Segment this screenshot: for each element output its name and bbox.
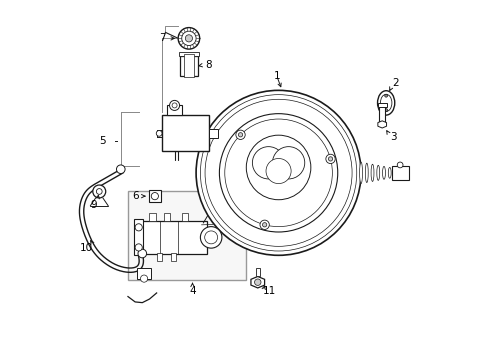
- Circle shape: [384, 109, 387, 112]
- Circle shape: [178, 28, 199, 49]
- Text: 4: 4: [189, 286, 195, 296]
- Bar: [182, 213, 188, 221]
- Ellipse shape: [377, 91, 394, 115]
- Circle shape: [265, 158, 290, 184]
- Circle shape: [93, 185, 105, 198]
- Circle shape: [200, 226, 222, 248]
- Bar: [149, 190, 160, 202]
- Ellipse shape: [370, 164, 373, 181]
- Bar: [163, 213, 170, 221]
- Bar: [156, 253, 162, 261]
- Bar: [167, 105, 182, 116]
- Bar: [171, 253, 176, 261]
- Bar: [179, 52, 199, 56]
- Bar: [255, 267, 260, 276]
- Ellipse shape: [365, 163, 367, 183]
- Circle shape: [135, 244, 142, 251]
- Circle shape: [135, 224, 142, 231]
- Bar: [377, 103, 386, 107]
- Circle shape: [185, 35, 192, 42]
- Polygon shape: [377, 121, 386, 128]
- Bar: [180, 56, 198, 76]
- Text: 7: 7: [159, 33, 165, 43]
- Text: 11: 11: [263, 286, 276, 296]
- Circle shape: [325, 154, 334, 163]
- Ellipse shape: [380, 94, 391, 112]
- Circle shape: [396, 162, 402, 168]
- Ellipse shape: [387, 167, 390, 178]
- Circle shape: [272, 147, 304, 179]
- Circle shape: [156, 131, 162, 136]
- Bar: [378, 107, 385, 125]
- Bar: [128, 191, 246, 280]
- Circle shape: [262, 222, 266, 227]
- Circle shape: [328, 157, 332, 161]
- Ellipse shape: [382, 166, 385, 179]
- Circle shape: [254, 279, 261, 285]
- Text: 3: 3: [389, 132, 396, 142]
- Text: 5: 5: [100, 136, 106, 145]
- Circle shape: [96, 189, 102, 194]
- Circle shape: [235, 130, 244, 139]
- Text: 6: 6: [132, 191, 138, 201]
- Circle shape: [384, 94, 387, 97]
- Bar: [137, 268, 151, 279]
- Text: 9: 9: [90, 200, 97, 210]
- Circle shape: [182, 31, 196, 45]
- Ellipse shape: [376, 165, 379, 180]
- Circle shape: [116, 165, 125, 174]
- Ellipse shape: [359, 162, 362, 184]
- Text: 8: 8: [205, 60, 211, 70]
- Bar: [149, 213, 156, 221]
- Circle shape: [219, 114, 337, 232]
- Polygon shape: [250, 276, 264, 288]
- Circle shape: [204, 231, 217, 244]
- Circle shape: [138, 249, 146, 258]
- Bar: [391, 166, 408, 180]
- Circle shape: [196, 90, 360, 255]
- Circle shape: [238, 132, 242, 137]
- Text: 1: 1: [273, 71, 280, 81]
- Bar: [142, 221, 206, 253]
- Bar: [183, 54, 194, 77]
- Bar: [134, 220, 143, 255]
- Text: 10: 10: [80, 243, 93, 253]
- Circle shape: [172, 103, 177, 108]
- Circle shape: [260, 220, 269, 229]
- Circle shape: [140, 275, 147, 282]
- Circle shape: [169, 100, 179, 111]
- Text: 2: 2: [391, 78, 398, 88]
- Circle shape: [246, 135, 310, 200]
- Circle shape: [151, 193, 158, 200]
- Bar: [162, 116, 208, 151]
- Bar: [208, 129, 217, 138]
- Circle shape: [252, 147, 284, 179]
